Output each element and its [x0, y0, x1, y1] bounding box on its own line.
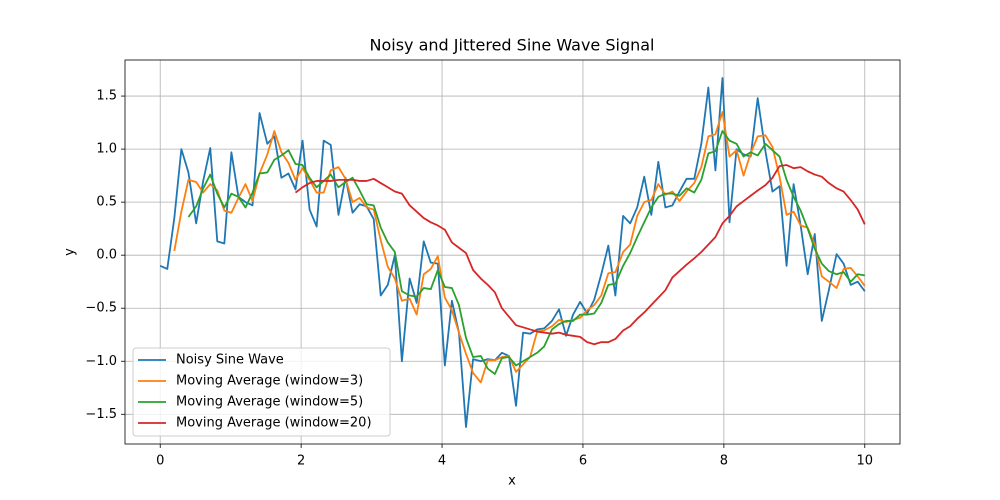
x-tick-label: 10: [856, 454, 873, 469]
legend-label: Noisy Sine Wave: [176, 353, 284, 368]
y-tick-label: −1.0: [85, 354, 117, 369]
legend-label: Moving Average (window=5): [176, 395, 363, 410]
x-axis-label: x: [508, 474, 516, 489]
legend-label: Moving Average (window=3): [176, 374, 363, 389]
x-tick-label: 8: [720, 454, 728, 469]
y-axis-label: y: [63, 248, 78, 256]
chart-title: Noisy and Jittered Sine Wave Signal: [370, 36, 655, 55]
y-tick-label: −1.5: [85, 407, 117, 422]
series-line: [187, 130, 865, 375]
legend-box: [132, 347, 391, 437]
y-tick-label: −0.5: [85, 301, 117, 316]
y-tick-label: 1.0: [96, 142, 117, 157]
series-line: [173, 111, 866, 384]
y-tick-label: 0.0: [96, 248, 117, 263]
x-tick-label: 6: [579, 454, 587, 469]
x-tick-label: 2: [297, 454, 305, 469]
x-tick-label: 4: [438, 454, 446, 469]
x-tick-label: 0: [156, 454, 164, 469]
legend-label: Moving Average (window=20): [176, 416, 372, 431]
plot-frame: [124, 59, 901, 445]
y-tick-label: 0.5: [96, 195, 117, 210]
series-line: [294, 164, 866, 346]
y-tick-label: 1.5: [96, 89, 117, 104]
